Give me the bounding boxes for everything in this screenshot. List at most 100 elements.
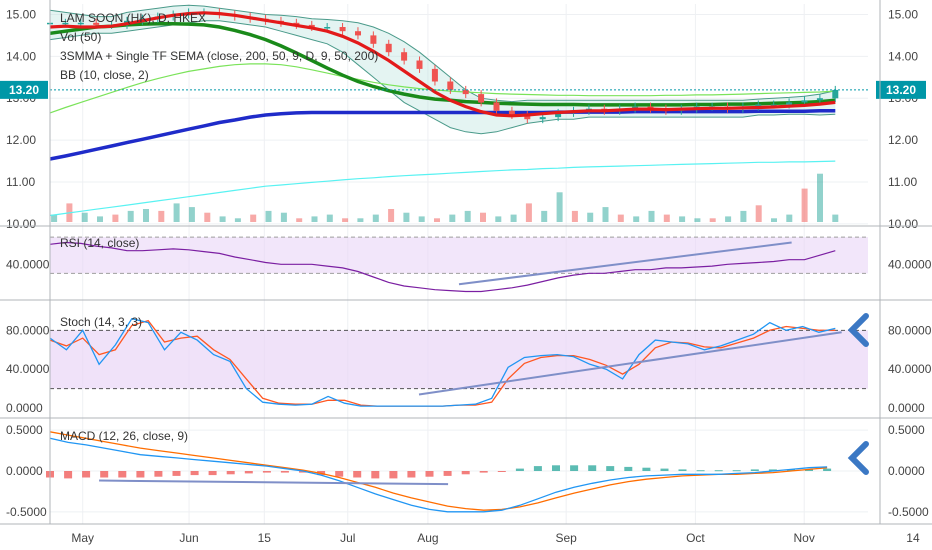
x-tick-label-3: Jul (340, 531, 355, 545)
last-price-label-left: 13.20 (9, 83, 39, 97)
rsi-ytick-right-0: 40.0000 (888, 257, 932, 271)
macd-hist-bar-5 (136, 471, 145, 478)
macd-ytick-right-1: 0.0000 (888, 464, 925, 478)
macd-hist-bar-22 (443, 471, 452, 476)
macd-hist-bar-16 (335, 471, 344, 477)
volume-bar-15 (280, 212, 287, 222)
macd-chevron-icon (847, 441, 869, 475)
candle-body-29 (493, 102, 500, 111)
macd-hist-bar-36 (696, 470, 705, 472)
volume-bar-13 (250, 214, 257, 222)
x-tick-label-0: May (71, 531, 94, 545)
rsi-title: RSI (14, close) (60, 236, 139, 250)
volume-bar-11 (219, 216, 226, 222)
candle-body-31 (524, 115, 531, 120)
candle-body-46 (755, 104, 762, 107)
candle-body-51 (832, 89, 839, 99)
volume-bar-29 (495, 216, 502, 222)
volume-bar-46 (755, 205, 762, 222)
stoch-chevron-icon (847, 313, 869, 347)
volume-bar-51 (832, 214, 839, 222)
x-tick-label-8: 14 (906, 531, 920, 545)
rsi-line (49, 241, 836, 293)
macd-hist-bar-17 (353, 471, 362, 478)
x-tick-label-5: Sep (555, 531, 577, 545)
candle-body-33 (555, 112, 562, 118)
volume-bar-18 (326, 214, 333, 222)
volume-bar-7 (158, 210, 165, 222)
macd-hist-bar-41 (787, 469, 795, 471)
volume-bar-47 (771, 218, 777, 222)
macd-hist-bar-13 (280, 471, 289, 473)
macd-hist-bar-8 (190, 471, 199, 476)
indicator-label-1: 3SMMA + Single TF SEMA (close, 200, 50, … (60, 49, 378, 63)
macd-ytick-right-0: 0.5000 (888, 423, 925, 437)
price-ytick-left-3: 12.00 (6, 133, 36, 147)
macd-ytick-left-1: 0.0000 (6, 464, 43, 478)
candle-body-18 (324, 27, 331, 29)
last-price-tag-left (0, 80, 48, 99)
sma50-line (49, 21, 836, 107)
macd-line (49, 437, 828, 513)
bollinger-upper-line (49, 4, 836, 103)
sma200-line (49, 109, 836, 161)
volume-bar-21 (372, 214, 379, 222)
macd-trendline (99, 479, 449, 486)
volume-bar-0 (51, 214, 58, 222)
macd-hist-bar-29 (570, 465, 579, 471)
volume-bar-24 (418, 216, 425, 222)
volume-bar-26 (449, 214, 456, 222)
last-price-label-right: 13.20 (886, 83, 916, 97)
ema200-line (49, 160, 836, 217)
series-layer (46, 4, 868, 513)
macd-ytick-left-2: -0.5000 (6, 505, 47, 519)
price-ytick-right-5: 10.00 (888, 217, 918, 231)
price-ytick-left-4: 11.00 (6, 175, 35, 189)
volume-bar-35 (587, 212, 594, 222)
candle-body-20 (355, 31, 361, 36)
macd-hist-bar-3 (100, 471, 109, 478)
candle-body-2 (77, 22, 84, 25)
stoch-title: Stoch (14, 3, 3) (60, 315, 142, 329)
volume-bar-27 (464, 210, 471, 222)
volume-bar-36 (602, 207, 609, 222)
volume-bar-25 (434, 218, 440, 222)
volume-bar-42 (694, 218, 701, 222)
volume-bar-17 (311, 216, 318, 222)
macd-hist-bar-7 (172, 471, 181, 476)
price-chart-title: LAM SOON (HK), D, HKEX (60, 11, 206, 25)
volume-bar-41 (679, 216, 686, 222)
price-ytick-left-5: 10.00 (6, 217, 36, 231)
macd-hist-bar-21 (425, 471, 434, 477)
volume-bar-23 (403, 212, 410, 222)
macd-hist-bar-19 (389, 471, 398, 479)
macd-hist-bar-28 (552, 465, 560, 471)
price-ytick-left-1: 14.00 (6, 49, 36, 63)
volume-bar-37 (617, 214, 624, 222)
volume-bar-30 (510, 214, 517, 222)
price-ytick-right-0: 15.00 (888, 7, 918, 21)
macd-hist-bar-37 (714, 470, 723, 472)
macd-signal-line (49, 431, 828, 511)
candle-body-24 (416, 60, 423, 69)
macd-ytick-left-0: 0.5000 (6, 423, 43, 437)
macd-hist-bar-11 (244, 471, 253, 474)
stoch-ytick-left-0: 80.0000 (6, 323, 50, 337)
indicator-bands (50, 5, 868, 390)
price-ytick-right-3: 12.00 (888, 133, 918, 147)
volume-bar-22 (388, 209, 395, 222)
volume-bar-44 (725, 216, 732, 222)
volume-bar-20 (357, 218, 364, 222)
candle-body-30 (508, 110, 515, 115)
ema50-line (49, 63, 836, 114)
macd-hist-bar-32 (624, 466, 633, 471)
price-ytick-right-1: 14.00 (888, 49, 918, 63)
stoch-ytick-right-0: 80.0000 (888, 323, 932, 337)
candle-body-50 (816, 98, 823, 101)
stoch-ytick-left-1: 40.0000 (6, 362, 50, 376)
label-layer: LAM SOON (HK), D, HKEX Vol (50) 3SMMA + Si… (60, 11, 869, 475)
candle-body-3 (93, 22, 100, 25)
volume-bar-39 (648, 210, 655, 222)
volume-bar-40 (663, 214, 670, 222)
